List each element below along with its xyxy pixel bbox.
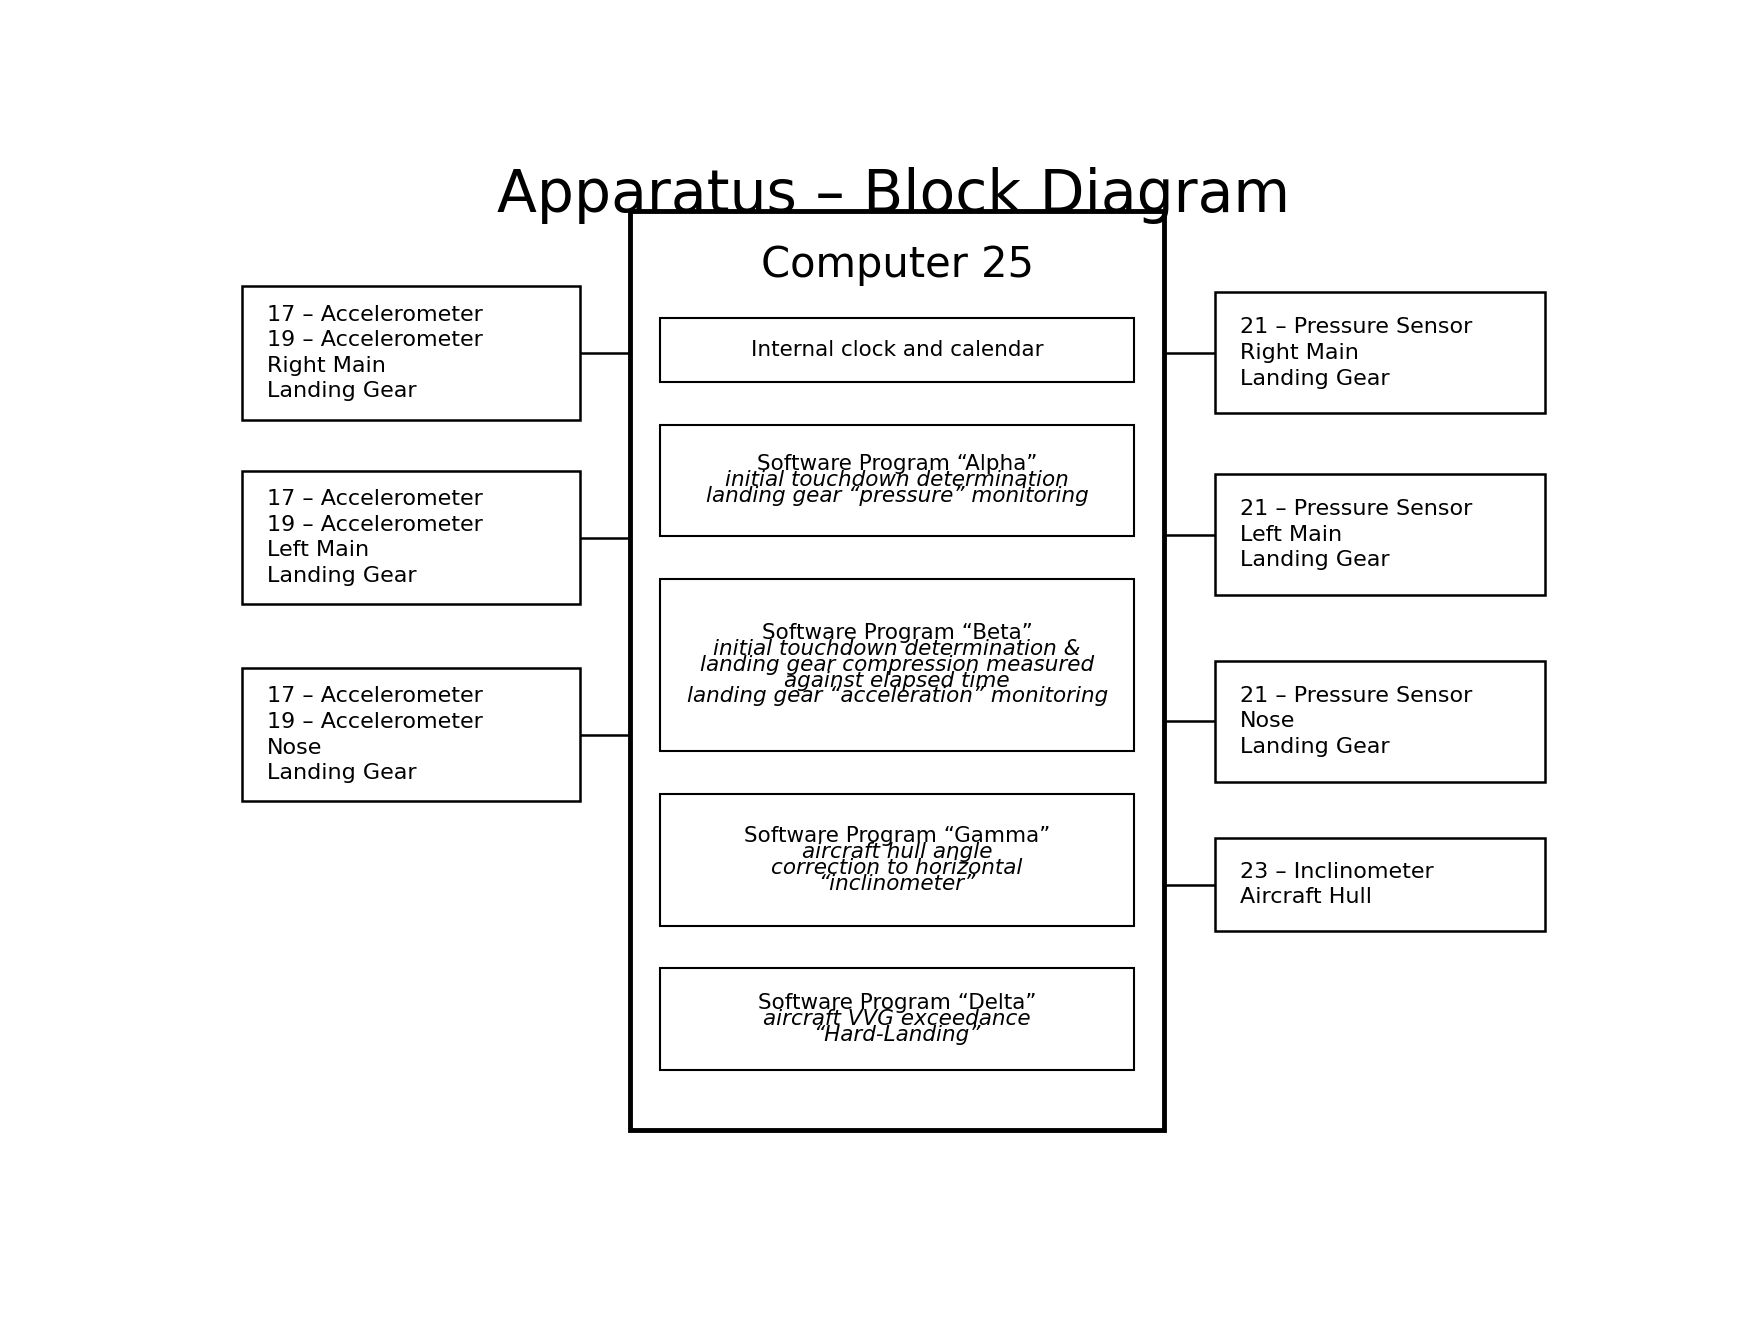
Text: Software Program “Alpha”: Software Program “Alpha” — [757, 455, 1038, 475]
Text: against elapsed time: against elapsed time — [785, 670, 1010, 690]
FancyBboxPatch shape — [1216, 292, 1545, 413]
Text: landing gear “pressure” monitoring: landing gear “pressure” monitoring — [706, 487, 1088, 507]
Text: Apparatus – Block Diagram: Apparatus – Block Diagram — [497, 168, 1291, 224]
Text: 21 – Pressure Sensor
Right Main
Landing Gear: 21 – Pressure Sensor Right Main Landing … — [1240, 317, 1472, 388]
FancyBboxPatch shape — [659, 579, 1134, 752]
Text: “inclinometer”: “inclinometer” — [818, 873, 977, 893]
Text: aircraft VVG exceedance: aircraft VVG exceedance — [764, 1009, 1031, 1029]
FancyBboxPatch shape — [1216, 838, 1545, 930]
Text: initial touchdown determination: initial touchdown determination — [726, 471, 1069, 491]
FancyBboxPatch shape — [242, 668, 581, 801]
FancyBboxPatch shape — [1216, 661, 1545, 782]
Text: 23 – Inclinometer
Aircraft Hull: 23 – Inclinometer Aircraft Hull — [1240, 862, 1434, 908]
FancyBboxPatch shape — [659, 968, 1134, 1070]
Text: Internal clock and calendar: Internal clock and calendar — [752, 340, 1043, 360]
FancyBboxPatch shape — [242, 471, 581, 604]
FancyBboxPatch shape — [242, 287, 581, 420]
Text: Software Program “Beta”: Software Program “Beta” — [762, 624, 1032, 644]
Text: initial touchdown determination &: initial touchdown determination & — [713, 640, 1081, 660]
Text: 17 – Accelerometer
19 – Accelerometer
Left Main
Landing Gear: 17 – Accelerometer 19 – Accelerometer Le… — [267, 489, 483, 587]
FancyBboxPatch shape — [659, 425, 1134, 536]
Text: Software Program “Gamma”: Software Program “Gamma” — [745, 826, 1050, 846]
FancyBboxPatch shape — [1216, 475, 1545, 595]
Text: 17 – Accelerometer
19 – Accelerometer
Nose
Landing Gear: 17 – Accelerometer 19 – Accelerometer No… — [267, 686, 483, 784]
Text: “Hard-Landing”: “Hard-Landing” — [813, 1025, 980, 1045]
Text: Computer 25: Computer 25 — [760, 244, 1034, 285]
Text: 17 – Accelerometer
19 – Accelerometer
Right Main
Landing Gear: 17 – Accelerometer 19 – Accelerometer Ri… — [267, 304, 483, 401]
Text: landing gear compression measured: landing gear compression measured — [699, 655, 1093, 674]
FancyBboxPatch shape — [659, 319, 1134, 381]
Text: aircraft hull angle: aircraft hull angle — [802, 842, 992, 862]
Text: 21 – Pressure Sensor
Nose
Landing Gear: 21 – Pressure Sensor Nose Landing Gear — [1240, 685, 1472, 757]
Text: Software Program “Delta”: Software Program “Delta” — [759, 993, 1036, 1013]
FancyBboxPatch shape — [659, 794, 1134, 925]
Text: correction to horizontal: correction to horizontal — [771, 858, 1024, 878]
Text: landing gear “acceleration” monitoring: landing gear “acceleration” monitoring — [687, 686, 1107, 706]
FancyBboxPatch shape — [630, 211, 1165, 1130]
Text: 21 – Pressure Sensor
Left Main
Landing Gear: 21 – Pressure Sensor Left Main Landing G… — [1240, 499, 1472, 571]
